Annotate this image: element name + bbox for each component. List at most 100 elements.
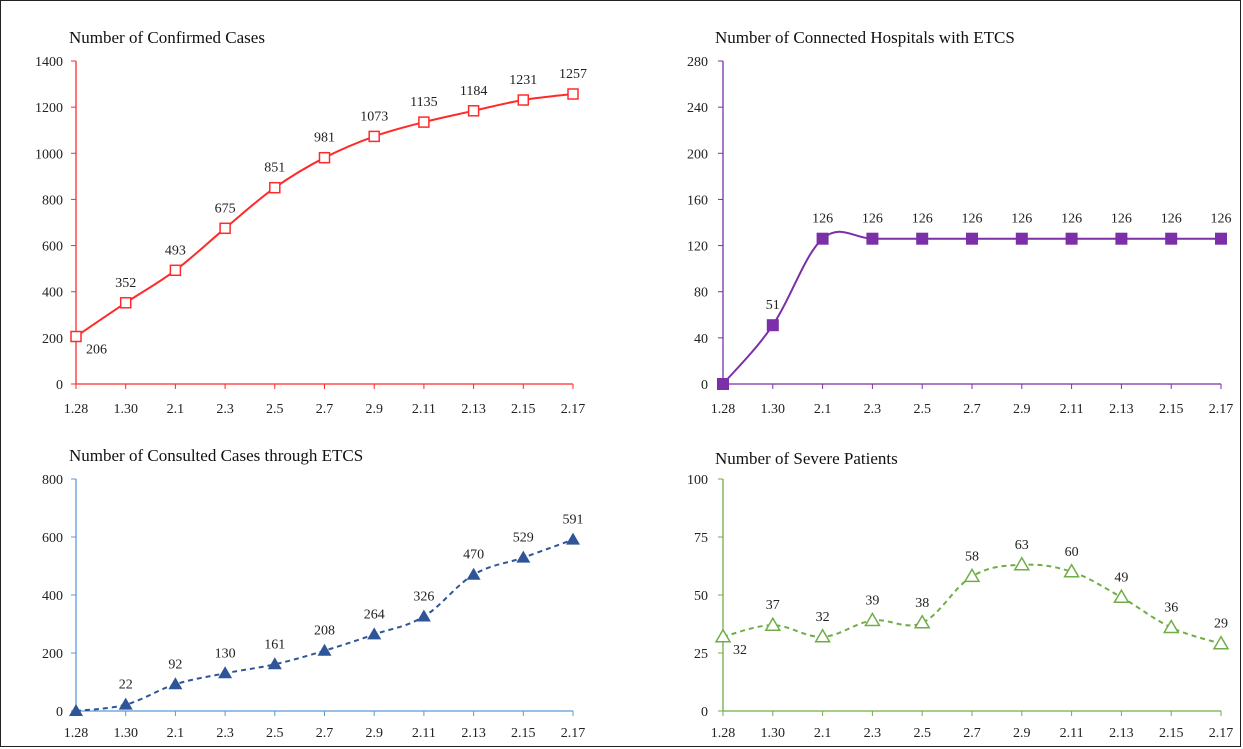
connected-hospitals-data-label: 51 <box>766 298 780 313</box>
confirmed-cases-y-tick-label: 1200 <box>35 101 63 116</box>
connected-hospitals-data-point <box>766 319 779 332</box>
confirmed-cases-x-tick-label: 2.11 <box>412 402 436 417</box>
connected-hospitals-title: Number of Connected Hospitals with ETCS <box>715 28 1015 47</box>
confirmed-cases-x-tick-label: 2.13 <box>461 402 486 417</box>
consulted-cases-x-tick-label: 2.15 <box>511 726 536 741</box>
consulted-cases-x-tick-label: 2.1 <box>167 726 185 741</box>
consulted-cases-data-label: 161 <box>264 637 285 652</box>
consulted-cases-y-tick-label: 200 <box>42 647 63 662</box>
connected-hospitals-data-label: 126 <box>912 212 933 227</box>
consulted-cases-data-label: 591 <box>563 513 584 528</box>
severe-patients-data-label: 39 <box>865 594 879 609</box>
confirmed-cases-y-tick-label: 1400 <box>35 55 63 70</box>
connected-hospitals-x-tick-label: 2.17 <box>1209 402 1234 417</box>
severe-patients-data-point <box>814 628 831 643</box>
confirmed-cases-data-point <box>318 151 331 164</box>
connected-hospitals-data-point <box>966 232 978 245</box>
consulted-cases-y-tick-label: 800 <box>42 473 63 488</box>
severe-patients-x-tick-label: 2.5 <box>913 726 931 741</box>
severe-patients-data-point <box>1113 588 1130 604</box>
consulted-cases-data-label: 208 <box>314 624 335 639</box>
connected-hospitals-x-tick-label: 2.5 <box>913 402 931 417</box>
confirmed-cases-y-tick-label: 400 <box>42 286 63 301</box>
severe-patients-data-label: 58 <box>965 549 979 564</box>
consulted-cases-data-point <box>218 666 233 679</box>
severe-patients-x-tick-label: 2.1 <box>814 726 832 741</box>
consulted-cases-x-tick-label: 1.30 <box>113 726 138 741</box>
confirmed-cases-chart: Number of Confirmed Cases 0 200 400 600 800 10… <box>35 28 587 417</box>
severe-patients-x-tick-label: 2.11 <box>1060 726 1084 741</box>
consulted-cases-data-label: 529 <box>513 531 534 546</box>
connected-hospitals-y-tick-label: 80 <box>694 286 708 301</box>
severe-patients-x-tick-label: 1.30 <box>761 726 786 741</box>
consulted-cases-x-tick-label: 2.17 <box>561 726 586 741</box>
confirmed-cases-x-tick-label: 2.15 <box>511 402 536 417</box>
severe-patients-x-tick-label: 2.13 <box>1109 726 1134 741</box>
consulted-cases-y-tick-label: 0 <box>56 705 63 720</box>
severe-patients-x-tick-label: 2.15 <box>1159 726 1184 741</box>
connected-hospitals-data-point <box>916 232 929 245</box>
confirmed-cases-y-tick-label: 200 <box>42 332 63 347</box>
consulted-cases-x-tick-label: 1.28 <box>64 726 89 741</box>
severe-patients-data-label: 36 <box>1164 601 1178 616</box>
confirmed-cases-data-point <box>418 116 430 128</box>
consulted-cases-data-label: 22 <box>119 678 133 693</box>
connected-hospitals-data-point <box>1065 232 1078 245</box>
severe-patients-data-point <box>714 628 732 643</box>
consulted-cases-data-label: 326 <box>413 590 434 605</box>
severe-patients-data-point <box>913 614 931 629</box>
severe-patients-data-label: 29 <box>1214 617 1228 632</box>
confirmed-cases-y-tick-label: 800 <box>42 193 63 208</box>
connected-hospitals-data-point <box>1115 232 1128 245</box>
consulted-cases-data-point <box>69 704 83 716</box>
confirmed-cases-x-tick-label: 1.30 <box>113 402 138 417</box>
connected-hospitals-data-label: 126 <box>1211 212 1232 227</box>
connected-hospitals-x-tick-label: 2.13 <box>1109 402 1134 417</box>
connected-hospitals-data-point <box>816 232 829 245</box>
severe-patients-data-label: 32 <box>733 643 747 658</box>
connected-hospitals-x-tick-label: 2.11 <box>1060 402 1084 417</box>
consulted-cases-data-point <box>118 697 133 710</box>
consulted-cases-y-tick-label: 600 <box>42 531 63 546</box>
confirmed-cases-x-tick-label: 1.28 <box>64 402 89 417</box>
severe-patients-data-point <box>963 567 981 583</box>
confirmed-cases-x-tick-label: 2.9 <box>365 402 383 417</box>
severe-patients-data-label: 38 <box>915 596 929 611</box>
consulted-cases-x-tick-label: 2.11 <box>412 726 436 741</box>
severe-patients-y-tick-label: 0 <box>701 705 708 720</box>
confirmed-cases-data-label: 1073 <box>360 109 388 124</box>
connected-hospitals-x-tick-label: 2.15 <box>1159 402 1184 417</box>
connected-hospitals-data-point <box>1215 232 1227 245</box>
connected-hospitals-series-line <box>722 230 1221 385</box>
confirmed-cases-y-tick-label: 600 <box>42 240 63 255</box>
consulted-cases-data-point <box>416 609 431 622</box>
severe-patients-y-tick-label: 25 <box>694 647 708 662</box>
confirmed-cases-x-tick-label: 2.1 <box>167 402 185 417</box>
confirmed-cases-data-label: 851 <box>264 161 285 176</box>
severe-patients-y-tick-label: 75 <box>694 531 708 546</box>
connected-hospitals-y-tick-label: 0 <box>701 378 708 393</box>
consulted-cases-data-label: 470 <box>463 548 484 563</box>
consulted-cases-data-point <box>516 550 531 563</box>
confirmed-cases-data-label: 1257 <box>559 67 587 82</box>
confirmed-cases-data-point <box>70 330 82 343</box>
connected-hospitals-x-tick-label: 1.30 <box>761 402 786 417</box>
consulted-cases-x-tick-label: 2.7 <box>316 726 334 741</box>
connected-hospitals-y-tick-label: 120 <box>687 240 708 255</box>
severe-patients-x-tick-label: 1.28 <box>711 726 736 741</box>
confirmed-cases-data-point <box>567 88 579 100</box>
connected-hospitals-data-label: 126 <box>862 212 883 227</box>
consulted-cases-x-tick-label: 2.3 <box>216 726 234 741</box>
connected-hospitals-data-point <box>866 232 879 245</box>
severe-patients-x-tick-label: 2.3 <box>864 726 882 741</box>
connected-hospitals-data-label: 126 <box>812 212 833 227</box>
connected-hospitals-x-tick-label: 2.1 <box>814 402 832 417</box>
severe-patients-title: Number of Severe Patients <box>715 449 898 468</box>
severe-patients-data-label: 32 <box>816 610 830 625</box>
connected-hospitals-y-tick-label: 160 <box>687 193 708 208</box>
confirmed-cases-data-label: 1135 <box>410 95 437 110</box>
confirmed-cases-data-label: 493 <box>165 243 186 258</box>
severe-patients-data-point <box>1013 556 1031 571</box>
confirmed-cases-y-tick-label: 0 <box>56 378 63 393</box>
